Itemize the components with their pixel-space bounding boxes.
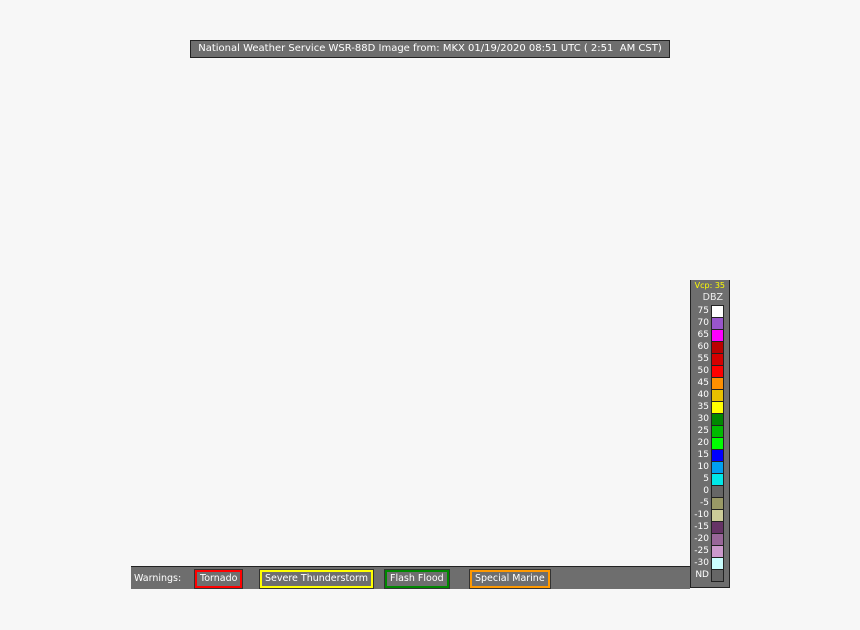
legend-row: 70	[691, 317, 729, 330]
legend-value: 70	[697, 318, 709, 328]
legend-value: ND	[695, 570, 709, 580]
legend-row: 15	[691, 449, 729, 462]
warnings-label: Warnings:	[134, 573, 182, 584]
warnings-bar: Warnings: Tornado Severe Thunderstorm Fl…	[131, 566, 690, 589]
legend-row: -20	[691, 533, 729, 546]
legend-row: 5	[691, 473, 729, 486]
legend-row: 25	[691, 425, 729, 438]
legend-value: 5	[703, 474, 709, 484]
legend-row: -15	[691, 521, 729, 534]
legend-row: 30	[691, 413, 729, 426]
vcp-label: Vcp: 35	[694, 281, 725, 290]
legend-row: 10	[691, 461, 729, 474]
dbz-color-legend: Vcp: 35 DBZ 75 70 65 60 55 50 45 40 35 30 25 20 15 10…	[690, 280, 730, 588]
legend-value: -15	[694, 522, 709, 532]
legend-value: 20	[697, 438, 709, 448]
legend-row: 20	[691, 437, 729, 450]
legend-row: 50	[691, 365, 729, 378]
legend-row: 45	[691, 377, 729, 390]
warning-flash-flood: Flash Flood	[384, 569, 450, 589]
legend-row: -5	[691, 497, 729, 510]
legend-value: 15	[697, 450, 709, 460]
legend-row: 55	[691, 353, 729, 366]
legend-value: 0	[703, 486, 709, 496]
legend-row: -25	[691, 545, 729, 558]
legend-value: -10	[694, 510, 709, 520]
legend-value: 50	[697, 366, 709, 376]
legend-row: 60	[691, 341, 729, 354]
legend-row: -10	[691, 509, 729, 522]
legend-row: 35	[691, 401, 729, 414]
legend-value: 65	[697, 330, 709, 340]
legend-row: 65	[691, 329, 729, 342]
legend-value: 40	[697, 390, 709, 400]
legend-value: -25	[694, 546, 709, 556]
legend-row: 40	[691, 389, 729, 402]
legend-value: 75	[697, 306, 709, 316]
warning-tornado: Tornado	[193, 569, 244, 589]
legend-row: -30	[691, 557, 729, 570]
legend-value: 35	[697, 402, 709, 412]
warning-special-marine: Special Marine	[469, 569, 551, 589]
radar-title-bar: National Weather Service WSR-88D Image f…	[190, 40, 670, 58]
legend-value: -20	[694, 534, 709, 544]
unit-label: DBZ	[702, 292, 723, 303]
legend-value: 30	[697, 414, 709, 424]
legend-value: 55	[697, 354, 709, 364]
legend-value: 60	[697, 342, 709, 352]
legend-value: 25	[697, 426, 709, 436]
warning-severe-thunderstorm: Severe Thunderstorm	[258, 569, 375, 589]
legend-value: -5	[700, 498, 709, 508]
legend-value: 10	[697, 462, 709, 472]
legend-row: 0	[691, 485, 729, 498]
legend-row: 75	[691, 305, 729, 318]
legend-row: ND	[691, 569, 729, 582]
legend-value: -30	[694, 558, 709, 568]
legend-swatch	[711, 569, 724, 582]
legend-value: 45	[697, 378, 709, 388]
